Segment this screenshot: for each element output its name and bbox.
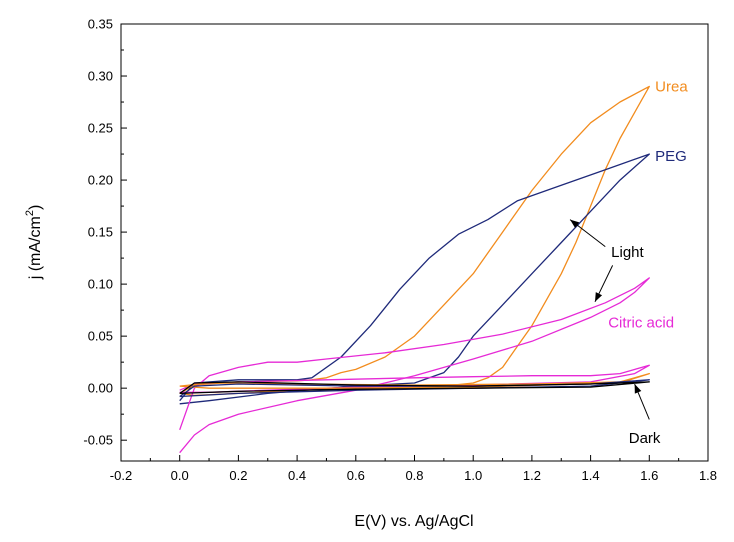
series-layer <box>179 85 650 454</box>
series-line <box>179 372 650 389</box>
annotation-labels: Urea PEG Citric acid Light Dark <box>608 78 688 447</box>
x-tick-label: 1.8 <box>699 468 717 483</box>
y-tick-label: 0.15 <box>88 225 113 240</box>
series-line <box>179 277 650 454</box>
x-tick-label: 0.6 <box>347 468 365 483</box>
y-axis-title-close: ) <box>27 205 44 210</box>
x-tick-label: 1.0 <box>464 468 482 483</box>
y-axis-title-main: j (mA/cm <box>27 216 44 280</box>
y-tick-label: 0.35 <box>88 17 113 32</box>
annotation-label-urea: Urea <box>655 78 688 95</box>
y-tick-label: 0.30 <box>88 69 113 84</box>
annotation-label-light: Light <box>611 244 644 261</box>
annotation-arrow-head <box>595 292 603 302</box>
y-axis-title: j (mA/cm2) <box>24 205 44 281</box>
x-tick-label: 0.8 <box>405 468 423 483</box>
annotation-arrow-head <box>634 384 642 394</box>
series-line <box>179 379 650 398</box>
annotation-label-peg: PEG <box>655 148 687 165</box>
series-line <box>179 381 650 395</box>
x-tick-label: 0.4 <box>288 468 306 483</box>
annotation-arrow-head <box>570 219 580 228</box>
y-tick-label: 0.00 <box>88 381 113 396</box>
y-tick-label: 0.25 <box>88 121 113 136</box>
x-tick-label: -0.2 <box>110 468 132 483</box>
x-tick-label: 0.0 <box>171 468 189 483</box>
x-tick-label: 0.2 <box>229 468 247 483</box>
annotation-label-citric: Citric acid <box>608 315 674 332</box>
x-tick-label: 1.6 <box>640 468 658 483</box>
y-tick-label: 0.05 <box>88 329 113 344</box>
y-tick-label: 0.20 <box>88 173 113 188</box>
x-axis-title: E(V) vs. Ag/AgCl <box>354 513 473 530</box>
series-line <box>179 153 650 405</box>
annotation-arrows <box>569 219 650 420</box>
y-tick-label: -0.05 <box>83 433 113 448</box>
x-tick-label: 1.4 <box>582 468 600 483</box>
annotation-label-dark: Dark <box>629 430 661 447</box>
x-tick-label: 1.2 <box>523 468 541 483</box>
y-tick-label: 0.10 <box>88 277 113 292</box>
y-axis-title-superscript: 2 <box>24 210 36 216</box>
axis-ticks: -0.2 0.0 0.2 0.4 0.6 0.8 1.0 1.2 1.4 1.6 1.8 -0.05 0… <box>83 17 717 484</box>
